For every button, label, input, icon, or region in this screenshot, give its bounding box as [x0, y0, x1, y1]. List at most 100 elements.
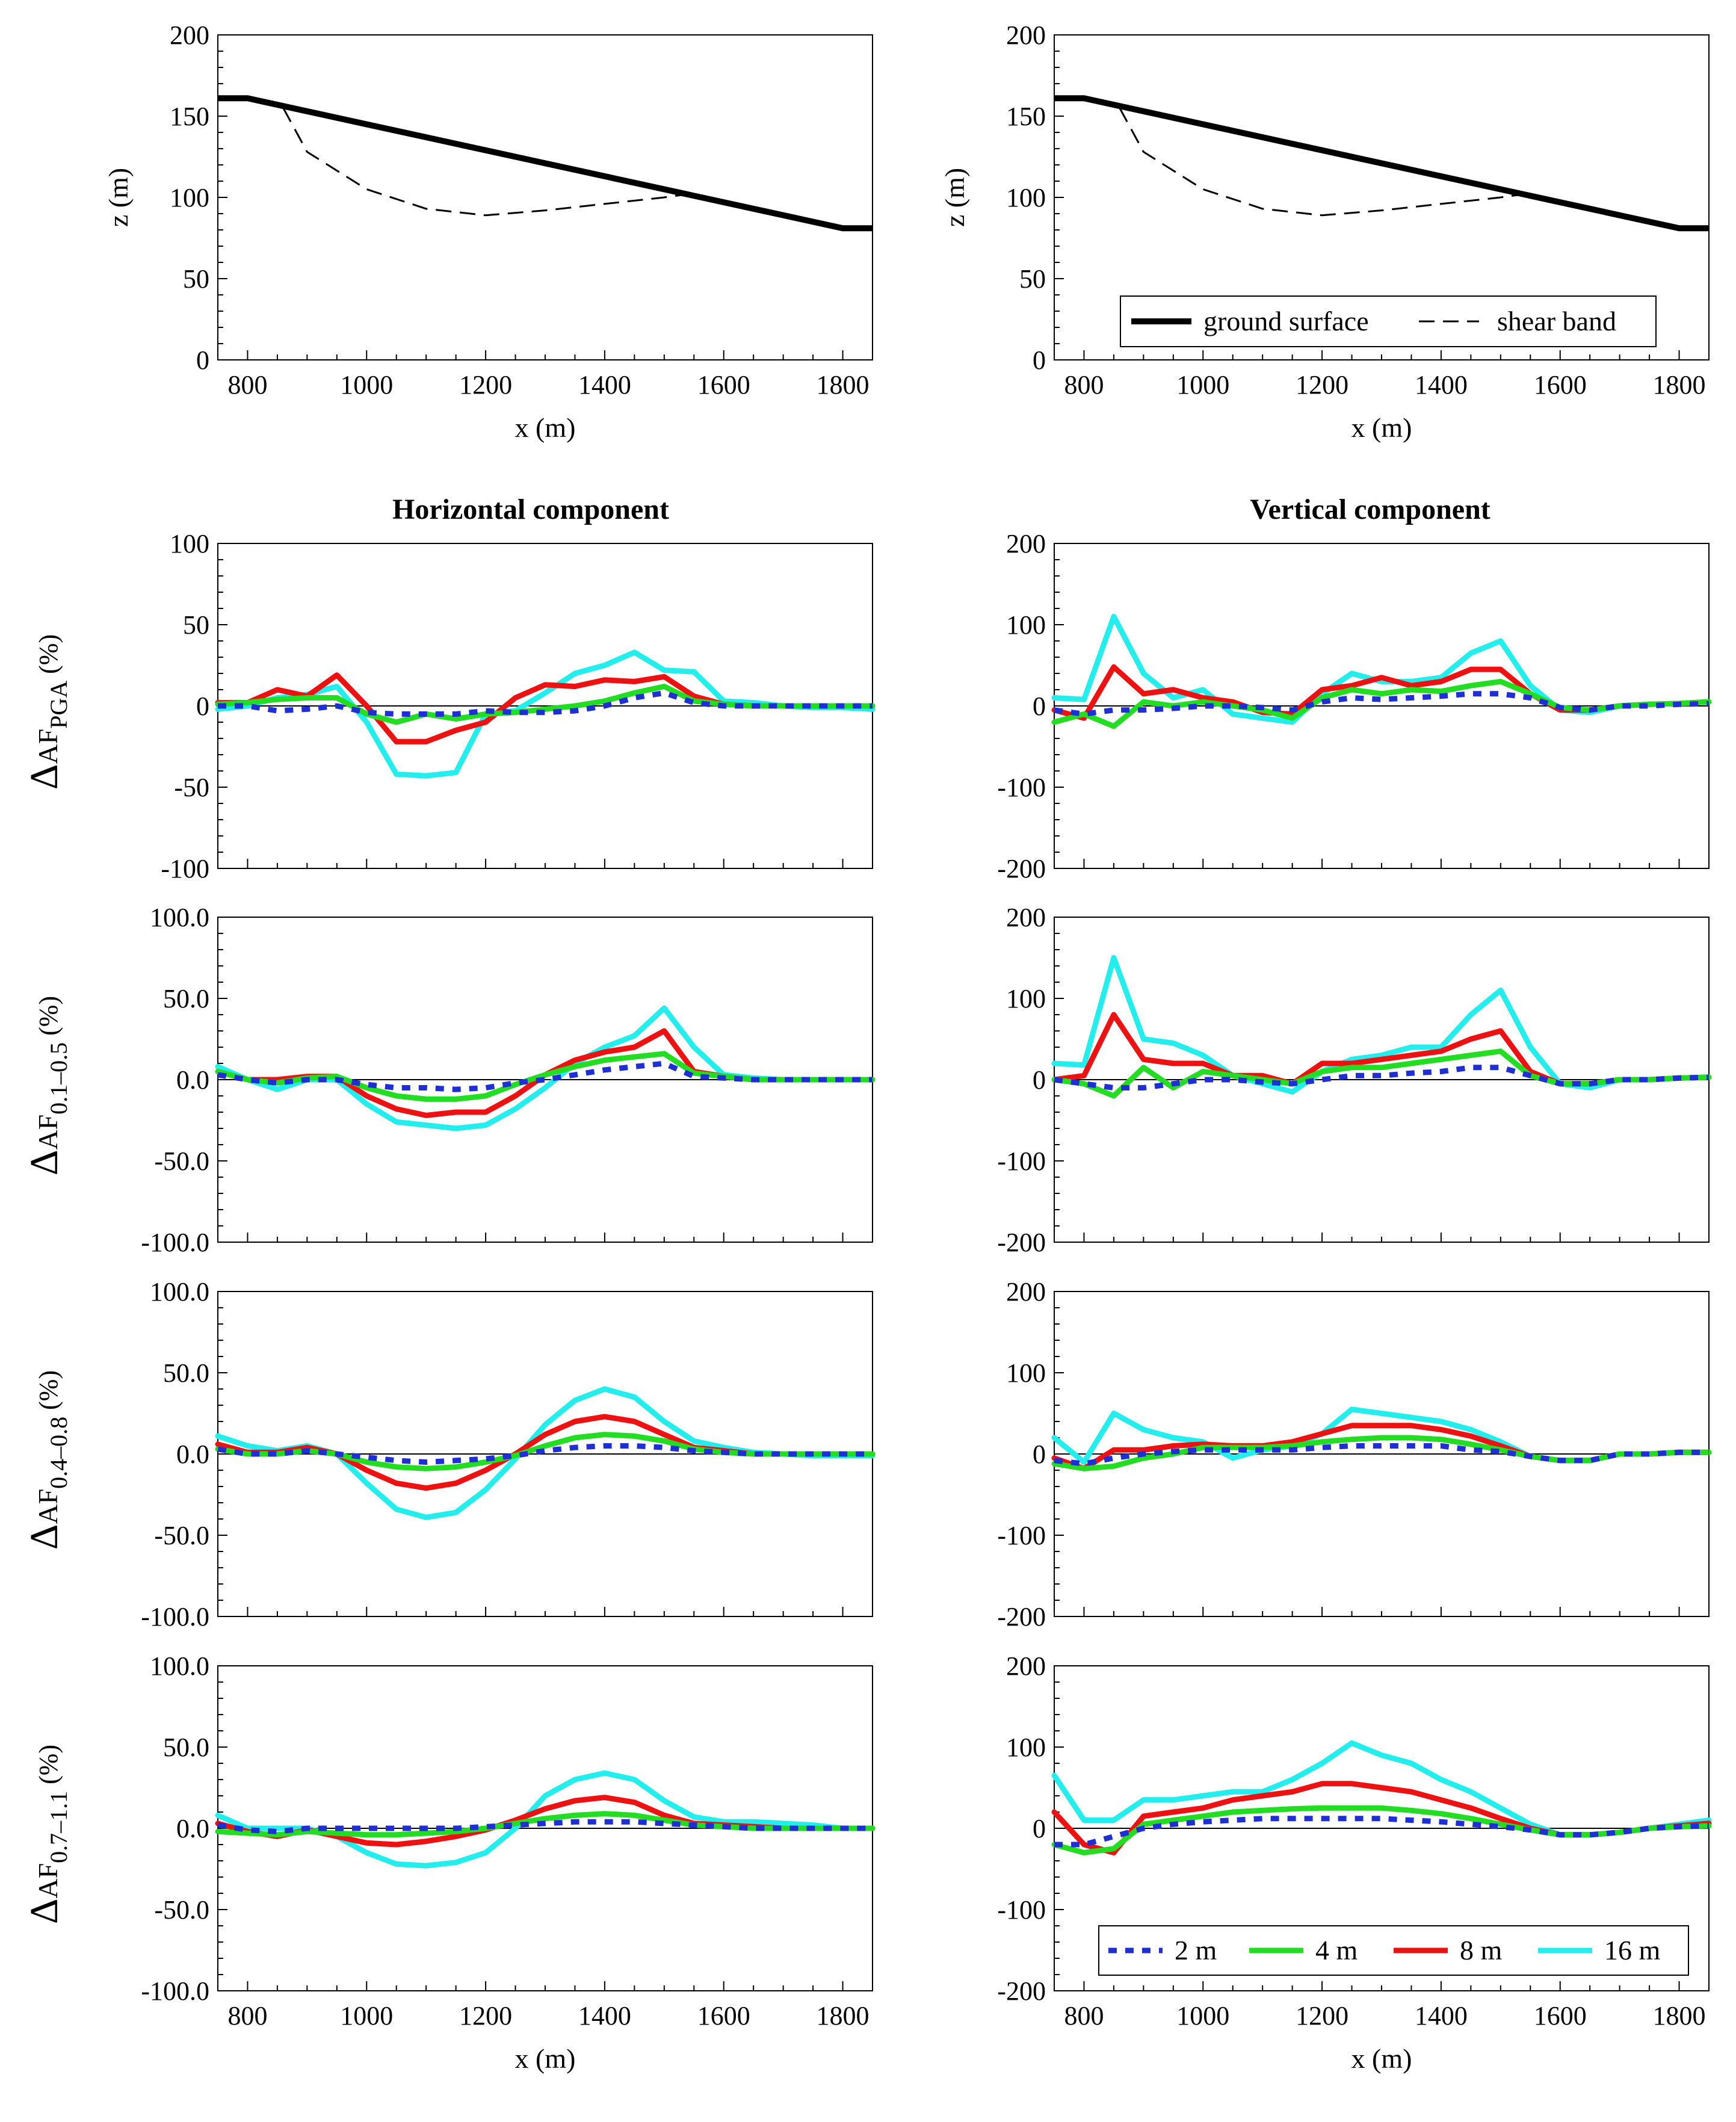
col-title-vertical: Vertical component: [1250, 493, 1490, 525]
col-title-horizontal: Horizontal component: [392, 493, 669, 525]
y-tick-label: 100: [170, 183, 209, 212]
y-tick-label: -200: [997, 854, 1046, 883]
y-axis-label: ΔAF0.4–0.8 (%): [22, 1370, 72, 1550]
x-tick-label: 1200: [459, 370, 512, 400]
y-tick-label: 100: [1006, 984, 1046, 1013]
y-tick-label: -100: [997, 1895, 1046, 1925]
x-tick-label: 1800: [817, 2001, 870, 2031]
y-tick-label: 100: [1006, 183, 1046, 212]
x-tick-label: 1000: [1176, 2001, 1229, 2031]
y-tick-label: -200: [997, 1228, 1046, 1257]
y-tick-label: 100: [170, 529, 209, 558]
series-line-4m: [215, 1432, 876, 1471]
series-line-4m: [215, 1051, 876, 1102]
y-tick-label: -100: [161, 854, 209, 883]
legend-depth: 2 m 4 m 8 m 16 m: [1098, 1925, 1689, 1976]
x-tick-label: 1400: [578, 2001, 631, 2031]
y-tick-label: -200: [997, 1976, 1046, 2006]
panel-geometry-right: 0 50 100 150 200 800 1000 1200 1400 1600 1800 x (m)…: [939, 20, 1710, 443]
y-tick-label: 0.0: [176, 1065, 209, 1095]
x-tick-label: 1200: [1296, 2001, 1348, 2031]
y-axis-label: ΔAF0.1–0.5 (%): [22, 996, 72, 1175]
x-tick-label: 1400: [1415, 370, 1468, 400]
y-tick-label: 50: [1019, 264, 1046, 294]
panel-v-01-05: -200 -100 0 100 200: [997, 903, 1712, 1257]
series-line-4m: [1051, 1805, 1712, 1855]
legend-label-16m: 16 m: [1604, 1935, 1661, 1966]
y-tick-label: 100: [1006, 1358, 1046, 1388]
y-tick-label: -50.0: [154, 1895, 209, 1925]
y-tick-label: 200: [1006, 1651, 1046, 1681]
legend-surface: ground surface shear band: [1120, 295, 1657, 347]
y-tick-label: 50: [183, 610, 209, 640]
y-tick-label: 150: [1006, 102, 1046, 131]
panel-v-pga: -200 -100 0 100 200: [997, 529, 1712, 883]
x-tick-label: 800: [227, 2001, 267, 2031]
x-tick-label: 1000: [340, 370, 393, 400]
x-tick-label: 1600: [697, 2001, 750, 2031]
series-line-4m: [215, 684, 876, 725]
y-tick-label: 100.0: [150, 1277, 209, 1307]
y-tick-label: -100: [997, 1521, 1046, 1550]
y-tick-label: 200: [1006, 1277, 1046, 1307]
x-axis-label: x (m): [515, 2043, 576, 2074]
y-tick-label: -50.0: [154, 1521, 209, 1550]
y-tick-label: 200: [1006, 20, 1046, 50]
panel-v-04-08: -200 -100 0 100 200: [997, 1277, 1712, 1632]
x-tick-label: 1600: [1534, 2001, 1587, 2031]
legend-label-8m: 8 m: [1460, 1935, 1503, 1966]
ground-surface-line: [1054, 95, 1709, 232]
series-line-2m: [217, 1819, 873, 1834]
y-tick-label: 50.0: [163, 984, 209, 1013]
x-tick-label: 1400: [578, 370, 631, 400]
x-tick-label: 800: [227, 370, 267, 400]
y-tick-label: 150: [170, 102, 209, 131]
y-tick-label: 100: [1006, 610, 1046, 640]
y-tick-label: 100: [1006, 1733, 1046, 1762]
y-axis-label: ΔAFPGA (%): [22, 634, 72, 790]
x-axis-label: x (m): [515, 412, 576, 443]
x-tick-label: 800: [1064, 370, 1104, 400]
y-tick-label: -200: [997, 1602, 1046, 1632]
series-line-4m: [1051, 1435, 1712, 1471]
panel-geometry-left: 0 50 100 150 200 800 1000 1200 1400 1600 1800 x (m)…: [103, 20, 873, 443]
y-tick-label: 100.0: [150, 1651, 209, 1681]
x-tick-label: 1400: [1415, 2001, 1468, 2031]
x-axis-label: x (m): [1351, 412, 1412, 443]
x-tick-label: 1800: [1653, 370, 1706, 400]
y-tick-label: 50.0: [163, 1733, 209, 1762]
panel-v-07-11: -200 -100 0 100 200 800 1000 1200 1400 1600 1800 x …: [997, 1651, 1712, 2074]
y-tick-label: 50: [183, 264, 209, 294]
y-tick-label: 200: [1006, 529, 1046, 558]
y-tick-label: 200: [170, 20, 209, 50]
panel-h-07-11: -100.0 -50.0 0.0 50.0 100.0 800 1000 1200 1400 16…: [22, 1651, 876, 2074]
y-tick-label: -100.0: [141, 1976, 209, 2006]
shear-band-line: [282, 107, 688, 217]
y-tick-label: 0: [1033, 1814, 1046, 1843]
x-tick-label: 1800: [1653, 2001, 1706, 2031]
x-tick-label: 1000: [340, 2001, 393, 2031]
panel-h-04-08: -100.0 -50.0 0.0 50.0 100.0 ΔAF0.4–0.8 (%): [22, 1277, 876, 1632]
y-tick-label: 0: [1033, 691, 1046, 721]
x-tick-label: 1600: [1534, 370, 1587, 400]
y-axis-label: ΔAF0.7–1.1 (%): [22, 1745, 72, 1924]
y-axis-label: z (m): [939, 168, 970, 227]
y-tick-label: 0.0: [176, 1814, 209, 1843]
x-tick-label: 1800: [817, 370, 870, 400]
y-tick-label: 100.0: [150, 903, 209, 932]
series-line-4m: [1051, 1048, 1712, 1099]
legend-label-2m: 2 m: [1175, 1935, 1217, 1966]
panel-h-01-05: -100.0 -50.0 0.0 50.0 100.0 ΔAF0.1–0.5 (%): [22, 903, 876, 1257]
y-tick-label: 0: [196, 691, 209, 721]
y-tick-label: 0: [1033, 1065, 1046, 1095]
x-tick-label: 800: [1064, 2001, 1104, 2031]
x-tick-label: 1000: [1176, 370, 1229, 400]
panel-h-pga: -100 -50 0 50 100 ΔAFPGA (%): [22, 529, 876, 883]
y-tick-label: -50.0: [154, 1146, 209, 1176]
legend-label-4m: 4 m: [1315, 1935, 1358, 1966]
series-line-4m: [1051, 679, 1712, 729]
y-tick-label: -100.0: [141, 1602, 209, 1632]
y-tick-label: -100: [997, 773, 1046, 802]
